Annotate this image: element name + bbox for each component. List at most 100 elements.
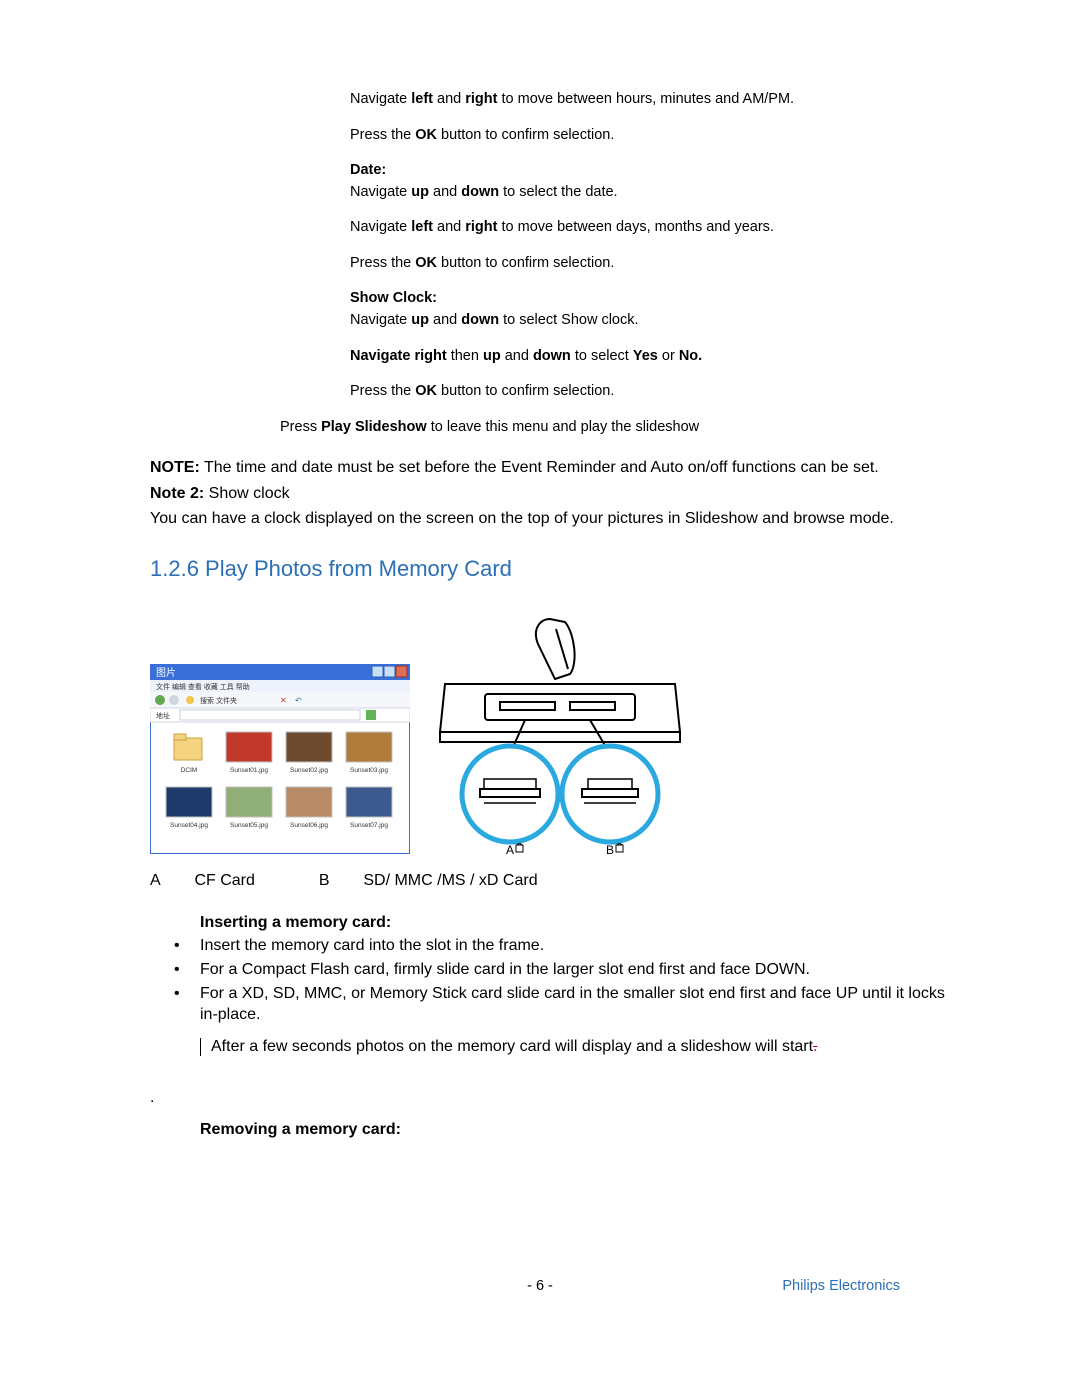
section-heading: 1.2.6 Play Photos from Memory Card	[150, 554, 960, 584]
legend-b-letter: B	[319, 870, 359, 892]
svg-text:Sunset02.jpg: Sunset02.jpg	[290, 767, 328, 774]
legend-a-letter: A	[150, 870, 190, 892]
bold: Yes	[633, 348, 658, 364]
bold: down	[461, 312, 499, 328]
page-number: - 6 -	[527, 1277, 553, 1297]
bold: OK	[415, 255, 437, 271]
text: Press	[280, 419, 321, 435]
text: Navigate	[350, 312, 411, 328]
bold: No.	[679, 348, 702, 364]
date-heading: Date:	[350, 161, 920, 181]
text: to move between hours, minutes and AM/PM…	[497, 91, 794, 107]
text: The time and date must be set before the…	[200, 459, 879, 476]
bold: OK	[415, 127, 437, 143]
removing-heading: Removing a memory card:	[200, 1119, 960, 1141]
clock-ok-line: Press the OK button to confirm selection…	[350, 382, 920, 402]
clock-updown-line: Navigate up and down to select Show cloc…	[350, 311, 920, 331]
svg-text:DCIM: DCIM	[181, 767, 198, 774]
text: Show clock	[204, 485, 289, 502]
text: button to confirm selection.	[437, 127, 614, 143]
list-item: Insert the memory card into the slot in …	[150, 935, 960, 957]
deleted-period: .	[813, 1038, 817, 1055]
explorer-window-figure: 图片 文件 编辑 查看 收藏 工具 帮助 搜索 文件夹 ✕ ↶ 地址	[150, 664, 410, 861]
bold: right	[465, 91, 497, 107]
note-2-body: You can have a clock displayed on the sc…	[150, 508, 960, 530]
svg-text:Sunset05.jpg: Sunset05.jpg	[230, 822, 268, 829]
svg-text:Sunset06.jpg: Sunset06.jpg	[290, 822, 328, 829]
date-updown-line: Navigate up and down to select the date.	[350, 183, 920, 203]
bold: up	[411, 184, 429, 200]
after-insert-line: After a few seconds photos on the memory…	[150, 1036, 960, 1058]
text: After a few seconds photos on the memory…	[211, 1038, 813, 1055]
svg-text:文件 编辑 查看 收藏 工具 帮助: 文件 编辑 查看 收藏 工具 帮助	[156, 682, 250, 691]
brand-name: Philips Electronics	[782, 1277, 900, 1297]
text: to leave this menu and play the slidesho…	[427, 419, 699, 435]
text: button to confirm selection.	[437, 383, 614, 399]
text: and	[433, 219, 465, 235]
text: Press the	[350, 383, 415, 399]
play-slideshow-note: Press Play Slideshow to leave this menu …	[280, 418, 960, 438]
text: and	[429, 312, 461, 328]
time-date-instructions: Navigate left and right to move between …	[350, 90, 920, 402]
inserting-heading: Inserting a memory card:	[200, 912, 960, 934]
bold: Play Slideshow	[321, 419, 427, 435]
date-ok-line: Press the OK button to confirm selection…	[350, 254, 920, 274]
text: to move between days, months and years.	[497, 219, 773, 235]
text: then	[447, 348, 483, 364]
text: button to confirm selection.	[437, 255, 614, 271]
legend-a-label: CF Card	[194, 870, 314, 892]
figure-row: 图片 文件 编辑 查看 收藏 工具 帮助 搜索 文件夹 ✕ ↶ 地址	[150, 614, 960, 861]
clock-yesno-line: Navigate right then up and down to selec…	[350, 347, 920, 367]
text: to select Show clock.	[499, 312, 638, 328]
svg-text:B: B	[606, 843, 614, 854]
note-2-head: Note 2: Show clock	[150, 483, 960, 505]
manual-page: Navigate left and right to move between …	[0, 0, 1080, 1397]
bold: OK	[415, 383, 437, 399]
list-item: For a Compact Flash card, firmly slide c…	[150, 959, 960, 981]
legend-b-label: SD/ MMC /MS / xD Card	[363, 870, 537, 892]
stray-period: .	[150, 1087, 960, 1109]
svg-text:Sunset07.jpg: Sunset07.jpg	[350, 822, 388, 829]
date-leftright-line: Navigate left and right to move between …	[350, 218, 920, 238]
bold: Show Clock:	[350, 290, 437, 306]
card-slot-diagram: A B	[430, 614, 690, 861]
bold: NOTE:	[150, 459, 200, 476]
text: Press the	[350, 255, 415, 271]
note-1: NOTE: The time and date must be set befo…	[150, 457, 960, 479]
press-ok-line: Press the OK button to confirm selection…	[350, 126, 920, 146]
text: and	[501, 348, 533, 364]
figure-legend: A CF Card B SD/ MMC /MS / xD Card	[150, 870, 960, 892]
bold: up	[483, 348, 501, 364]
page-footer: - 6 - Philips Electronics	[0, 1277, 1080, 1297]
svg-text:A: A	[506, 843, 514, 854]
bold: Note 2:	[150, 485, 204, 502]
inserting-bullets: Insert the memory card into the slot in …	[150, 935, 960, 1025]
text: Navigate	[350, 219, 411, 235]
nav-hours-line: Navigate left and right to move between …	[350, 90, 920, 110]
svg-text:图片: 图片	[156, 666, 176, 679]
svg-text:Sunset04.jpg: Sunset04.jpg	[170, 822, 208, 829]
list-item: For a XD, SD, MMC, or Memory Stick card …	[150, 983, 960, 1026]
text: and	[429, 184, 461, 200]
text: or	[658, 348, 679, 364]
bold: Date:	[350, 162, 386, 178]
bold: down	[461, 184, 499, 200]
bold: up	[411, 312, 429, 328]
text: Navigate	[350, 184, 411, 200]
revision-mark-icon	[200, 1038, 201, 1056]
svg-text:Sunset03.jpg: Sunset03.jpg	[350, 767, 388, 774]
svg-text:✕: ✕	[280, 696, 287, 705]
bold: left	[411, 91, 433, 107]
bold: down	[533, 348, 571, 364]
bold: left	[411, 219, 433, 235]
text: Press the	[350, 127, 415, 143]
bold: Navigate right	[350, 348, 447, 364]
showclock-heading: Show Clock:	[350, 289, 920, 309]
text: Navigate	[350, 91, 411, 107]
text: to select	[571, 348, 633, 364]
bold: right	[465, 219, 497, 235]
text: to select the date.	[499, 184, 618, 200]
svg-text:Sunset01.jpg: Sunset01.jpg	[230, 767, 268, 774]
svg-text:搜索 文件夹: 搜索 文件夹	[200, 696, 237, 705]
svg-text:↶: ↶	[295, 696, 302, 705]
